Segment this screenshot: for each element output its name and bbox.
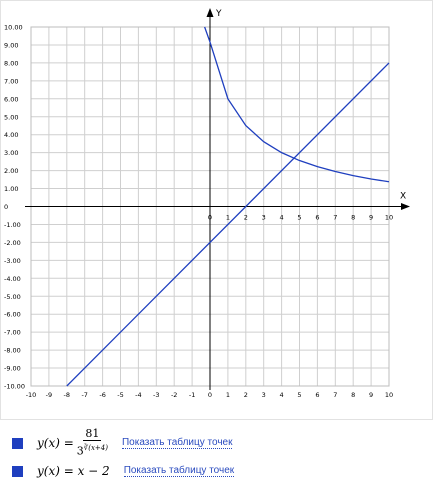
y-tick-label: 10.00 [4,24,23,32]
x-tick-label: -9 [46,391,52,399]
x-tick-label: -3 [153,391,159,399]
y-tick-label: 7.00 [4,77,18,85]
legend-item-2: y(x) = x − 2 Показать таблицу точек [12,460,235,482]
x-axis-label: X [400,192,406,202]
x-tick-label: 9 [369,391,373,399]
y-tick-label: 0 [4,203,8,211]
x-tick-label: 6 [315,391,319,399]
x-tick-label: 4 [280,391,284,399]
x-tick-label: 10 [385,391,393,399]
x-tick-label: 7 [333,391,337,399]
chart: XY-10 -9 -8 -7 -6 -5 -4 -3 -2 -1 0 1 2 3 4 5 6 7 8 9 100 1 2 3 4… [0,0,433,420]
x-axis-tick-label: 10 [385,214,393,222]
legend-formula-1: y(x) = 81 3∛(x+4) [37,427,108,459]
x-axis-tick-label: 9 [369,214,373,222]
y-tick-label: -5.00 [4,293,21,301]
y-tick-label: -6.00 [4,311,21,319]
x-tick-label: 5 [297,391,301,399]
y-tick-label: 3.00 [4,149,18,157]
y-tick-label: 2.00 [4,167,18,175]
x-axis-tick-label: 6 [315,214,319,222]
x-axis-arrow [401,203,410,210]
y-tick-label: 9.00 [4,41,18,49]
y-tick-label: 4.00 [4,131,18,139]
x-tick-label: -7 [81,391,87,399]
x-tick-label: -8 [64,391,70,399]
y-tick-label: -1.00 [4,221,21,229]
x-axis-tick-label: 2 [244,214,248,222]
legend-swatch-1 [12,437,23,449]
formula-denominator: 3∛(x+4) [77,441,108,459]
y-tick-label: -9.00 [4,365,21,373]
formula-base: 3 [76,444,84,458]
y-tick-label: -2.00 [4,239,21,247]
y-tick-label: 5.00 [4,113,18,121]
x-axis-tick-label: 4 [280,214,284,222]
x-tick-label: 8 [351,391,355,399]
y-tick-label: -10.00 [4,383,25,391]
x-axis-tick-label: 7 [333,214,337,222]
x-axis-tick-label: 0 [208,214,212,222]
y-axis-arrow [206,8,214,17]
y-axis-label: Y [215,9,222,19]
formula-exponent: ∛(x+4) [83,444,108,453]
y-tick-label: 8.00 [4,59,18,67]
x-tick-label: 0 [208,391,212,399]
x-axis-tick-label: 5 [297,214,301,222]
series-line-1 [204,26,390,183]
y-tick-label: -7.00 [4,329,21,337]
show-points-table-link-2[interactable]: Показать таблицу точек [123,465,235,477]
legend-item-1: y(x) = 81 3∛(x+4) Показать таблицу точек [12,427,233,458]
y-tick-label: 1.00 [4,185,18,193]
y-tick-label: -8.00 [4,347,21,355]
x-tick-label: -1 [189,391,195,399]
series-line-2 [66,62,390,387]
y-tick-label: 6.00 [4,95,18,103]
x-tick-label: -6 [99,391,105,399]
x-axis-tick-label: 1 [226,214,230,222]
x-tick-label: 1 [226,391,230,399]
legend-formula-2: y(x) = x − 2 [37,464,110,478]
formula-numerator: 81 [83,427,102,442]
x-tick-label: -2 [171,391,177,399]
x-tick-label: 3 [262,391,266,399]
show-points-table-link-1[interactable]: Показать таблицу точек [121,437,233,449]
formula-fraction: 81 3∛(x+4) [77,427,108,459]
x-tick-label: -5 [117,391,123,399]
x-tick-label: -10 [26,391,37,399]
x-tick-label: -4 [135,391,141,399]
legend-swatch-2 [12,465,23,477]
y-tick-label: -3.00 [4,257,21,265]
formula-lhs: y(x) = [37,436,74,450]
x-axis-tick-label: 3 [262,214,266,222]
x-tick-label: 2 [244,391,248,399]
x-axis-tick-label: 8 [351,214,355,222]
y-tick-label: -4.00 [4,275,21,283]
